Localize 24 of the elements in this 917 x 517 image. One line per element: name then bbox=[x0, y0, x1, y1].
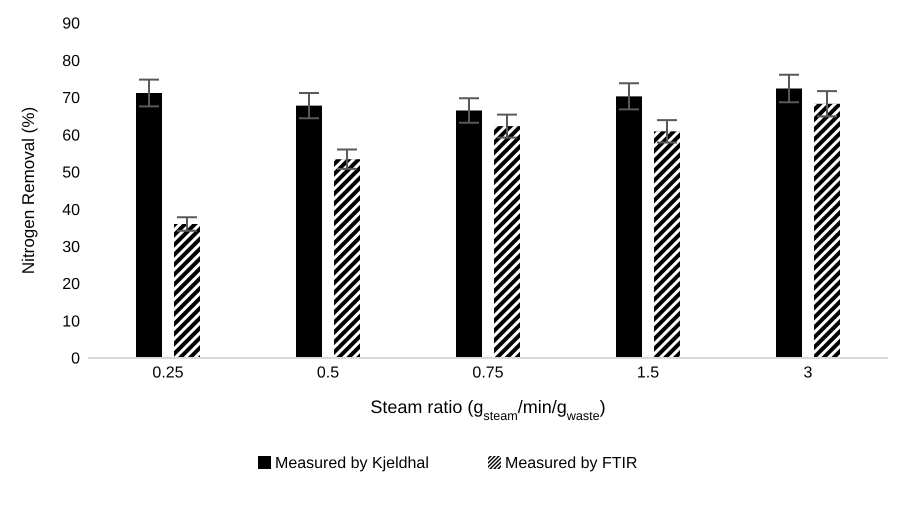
y-axis-title: Nitrogen Removal (%) bbox=[19, 106, 38, 274]
legend-label: Measured by FTIR bbox=[505, 455, 638, 472]
y-tick-label: 10 bbox=[62, 313, 80, 330]
legend-label: Measured by Kjeldhal bbox=[275, 455, 429, 472]
bar bbox=[616, 96, 642, 358]
y-tick-label: 60 bbox=[62, 127, 80, 144]
y-tick-label: 50 bbox=[62, 164, 80, 182]
y-tick-label: 70 bbox=[62, 90, 80, 108]
x-tick-label: 0.5 bbox=[316, 364, 340, 382]
bar bbox=[456, 110, 482, 358]
y-tick-label: 40 bbox=[62, 202, 80, 219]
y-tick-label: 20 bbox=[62, 276, 80, 294]
bar bbox=[296, 106, 322, 358]
bar bbox=[136, 92, 162, 358]
y-tick-label: 80 bbox=[62, 52, 80, 70]
bar bbox=[776, 88, 802, 358]
y-tick-label: 30 bbox=[62, 239, 80, 256]
y-tick-label: 90 bbox=[62, 16, 80, 33]
y-tick-label: 0 bbox=[71, 350, 80, 368]
x-tick-label: 0.75 bbox=[472, 364, 504, 382]
x-tick-label: 3 bbox=[804, 364, 813, 382]
x-tick-label: 1.5 bbox=[636, 364, 660, 382]
x-axis-title: Steam ratio (g$_{steam}$/min/g$_{waste}$) bbox=[370, 397, 606, 423]
x-tick-label: 0.25 bbox=[152, 364, 184, 382]
